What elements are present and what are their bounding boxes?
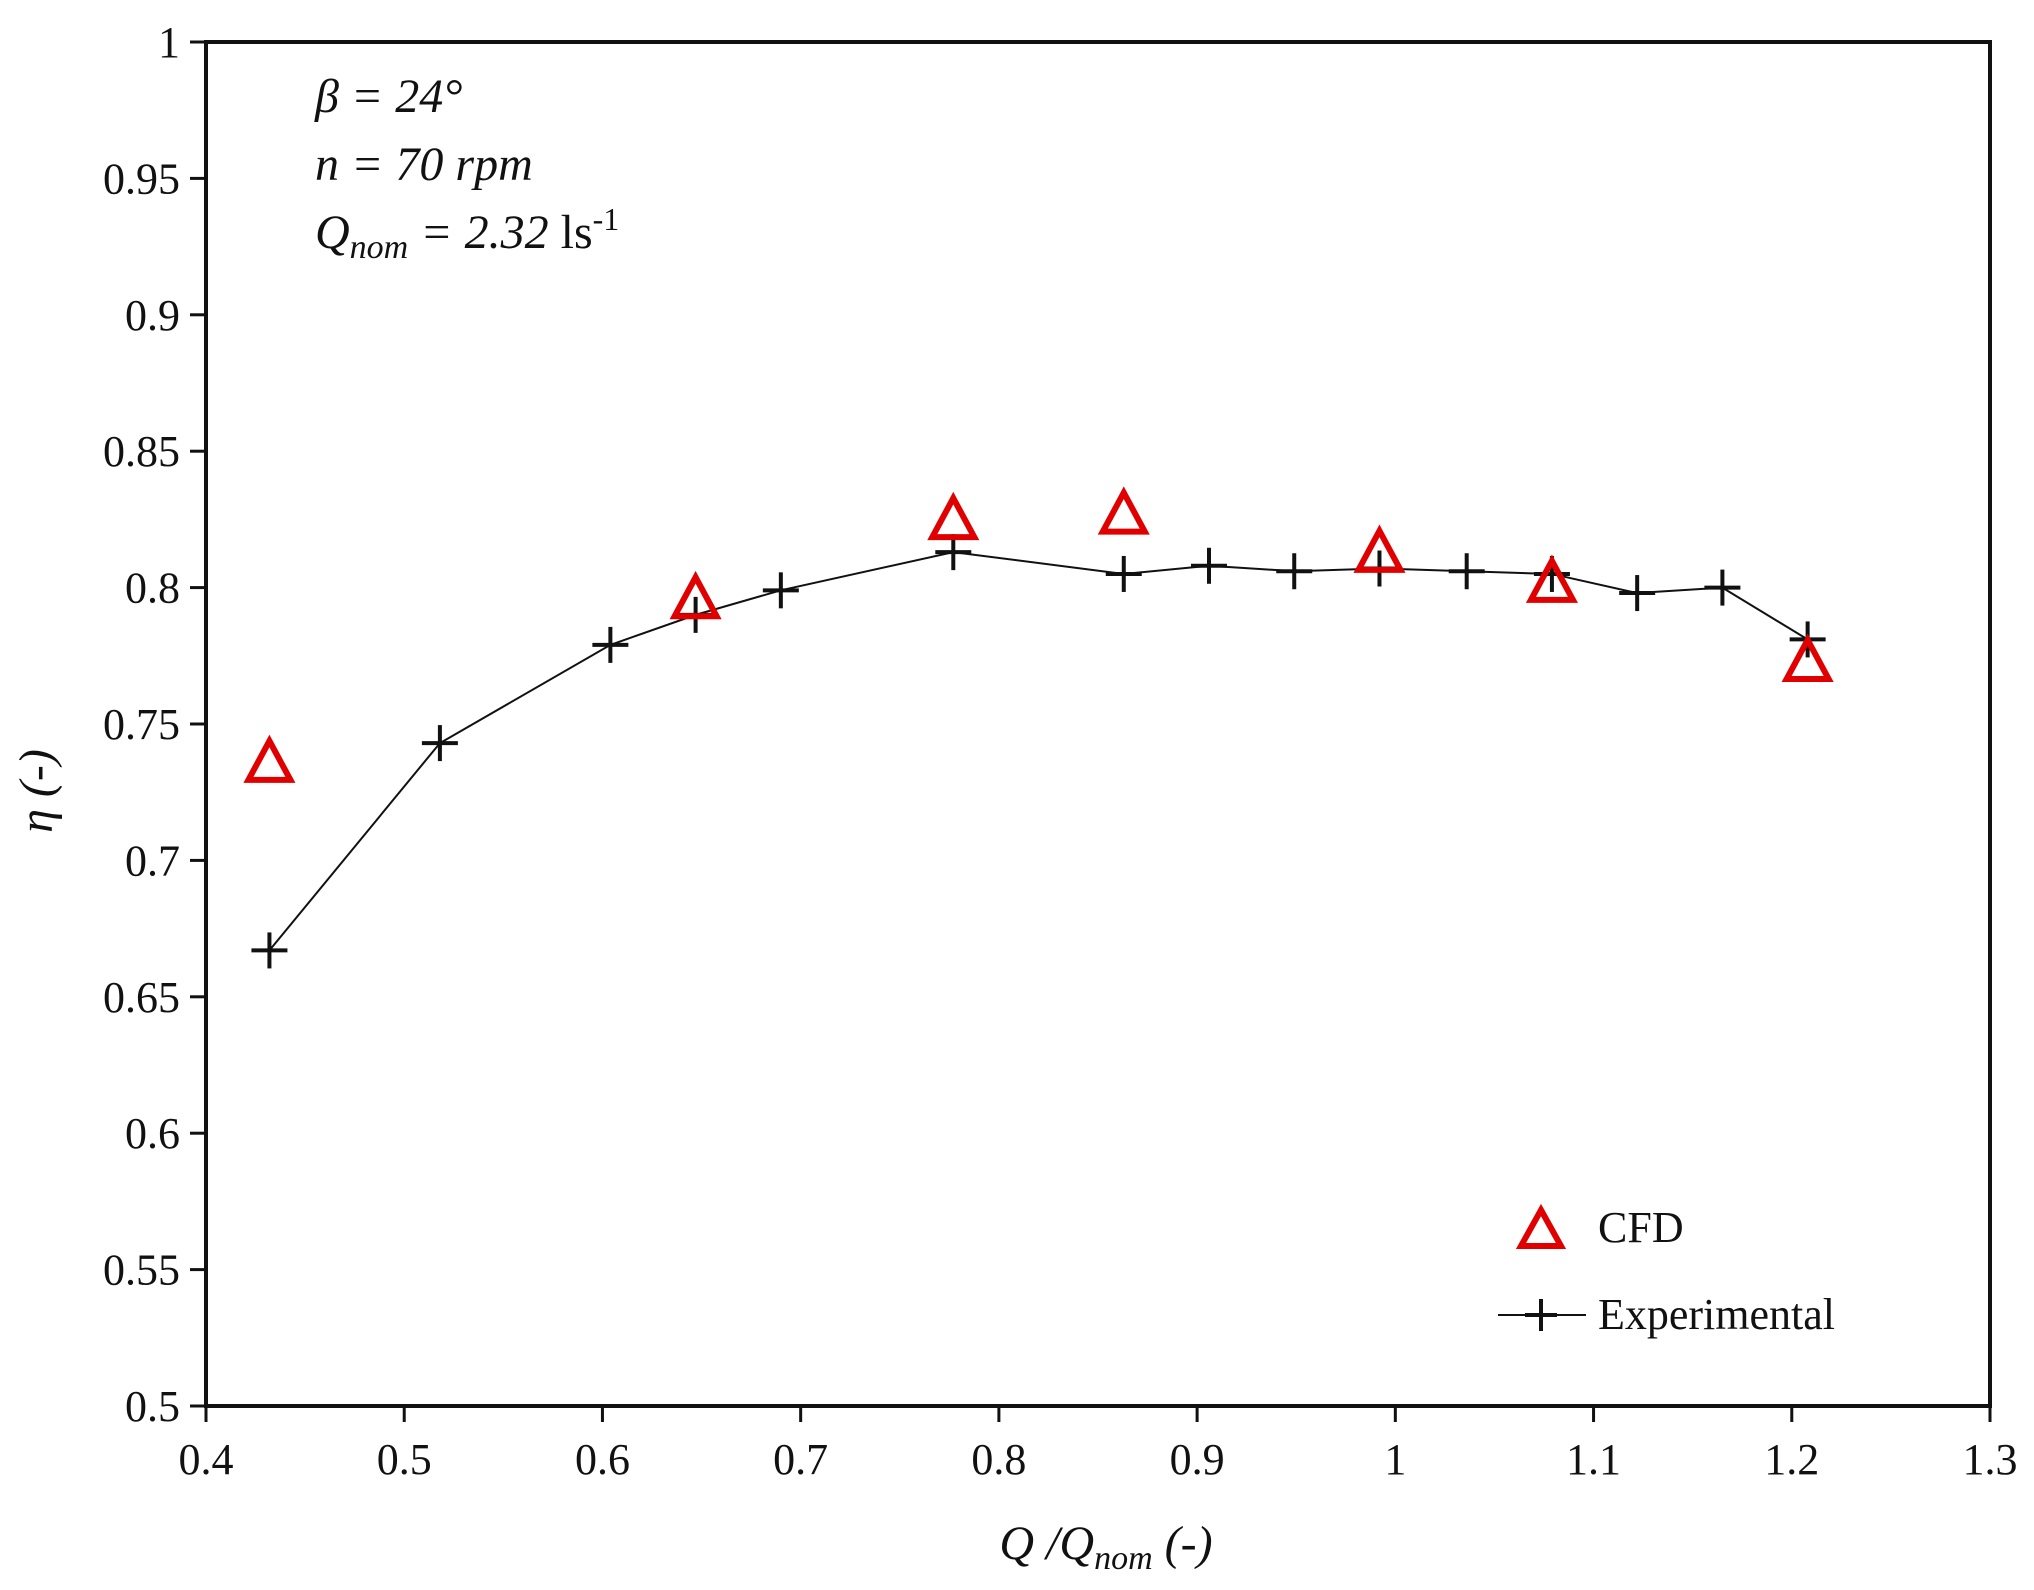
- legend: CFD Experimental: [1498, 1203, 1835, 1339]
- x-tick-label-5: 0.9: [1170, 1435, 1225, 1484]
- cfd-point-5: [1525, 554, 1578, 603]
- cfd-point-6: [1781, 633, 1834, 682]
- x-axis-title-subscript: nom: [1094, 1540, 1153, 1577]
- y-tick-label-1: 0.55: [103, 1246, 180, 1295]
- y-tick-label-0: 0.5: [125, 1382, 180, 1431]
- annotation-rotation-speed: n = 70 rpm: [315, 138, 533, 191]
- y-tick-label-5: 0.75: [103, 700, 180, 749]
- annotation-nominal-flow-value: = 2.32: [408, 206, 548, 259]
- x-tick-label-0: 0.4: [179, 1435, 234, 1484]
- x-tick-label-6: 1: [1384, 1435, 1406, 1484]
- y-axis-title: η (-): [10, 749, 63, 833]
- x-tick-label-3: 0.7: [773, 1435, 828, 1484]
- annotation-nominal-flow-unit: ls: [549, 206, 593, 259]
- annotation-nominal-flow-exponent: -1: [593, 201, 620, 237]
- x-tick-label-8: 1.2: [1764, 1435, 1819, 1484]
- cfd-point-0: [243, 734, 296, 783]
- axis-ticks: 0.4 0.5 0.6 0.7 0.8 0.9 1 1.1 1.2 1.30.50.550.60.…: [103, 18, 2018, 1484]
- x-tick-label-4: 0.8: [971, 1435, 1026, 1484]
- annotation-beta: β = 24°: [314, 70, 463, 123]
- cfd-point-1: [669, 570, 722, 620]
- legend-experimental-label: Experimental: [1598, 1290, 1835, 1339]
- cfd-point-4: [1353, 524, 1406, 573]
- y-tick-label-9: 0.95: [103, 154, 180, 203]
- x-tick-label-1: 0.5: [377, 1435, 432, 1484]
- cfd-point-2: [927, 491, 980, 541]
- cfd-point-3: [1097, 486, 1150, 535]
- x-tick-label-2: 0.6: [575, 1435, 630, 1484]
- series-layer: [243, 486, 1834, 969]
- y-tick-label-4: 0.7: [125, 836, 180, 885]
- y-tick-label-6: 0.8: [125, 564, 180, 613]
- y-tick-label-2: 0.6: [125, 1109, 180, 1158]
- x-axis-title-main: Q /Q: [999, 1517, 1094, 1570]
- annotation-nominal-flow-subscript: nom: [350, 229, 409, 266]
- x-tick-label-9: 1.3: [1963, 1435, 2018, 1484]
- annotation-nominal-flow: Qnom = 2.32 ls-1: [315, 201, 619, 266]
- x-axis-title-suffix: (-): [1153, 1517, 1213, 1570]
- legend-cfd-label: CFD: [1598, 1203, 1684, 1252]
- y-tick-label-7: 0.85: [103, 427, 180, 476]
- y-tick-label-3: 0.65: [103, 973, 180, 1022]
- y-tick-label-10: 1: [158, 18, 180, 67]
- x-axis-title: Q /Qnom (-): [999, 1517, 1212, 1577]
- experimental-series-line: [268, 551, 1809, 952]
- legend-cfd-triangle-icon: [1515, 1203, 1567, 1249]
- y-tick-label-8: 0.9: [125, 291, 180, 340]
- x-tick-label-7: 1.1: [1566, 1435, 1621, 1484]
- annotation-nominal-flow-main: Q: [315, 206, 350, 259]
